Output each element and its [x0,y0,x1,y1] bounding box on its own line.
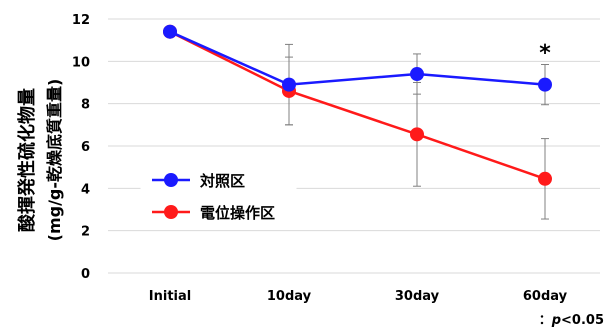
significance-marker: * [539,41,551,66]
y-tick-label: 4 [81,182,90,197]
data-point [282,77,296,92]
legend-label-electrode: 電位操作区 [200,204,275,222]
x-tick-label: 60day [523,289,568,304]
y-tick-label: 2 [81,225,90,240]
legend-marker-control [164,173,178,187]
x-axis-ticks: Initial 10day 30day 60day [149,289,568,304]
series-line [169,30,546,180]
data-point [538,171,552,186]
y-axis-ticks: 0 2 4 6 8 10 12 [72,13,90,282]
legend-entry-control: 対照区 [152,172,245,190]
y-tick-label: 8 [81,98,90,113]
series-line [169,30,546,86]
data-point [410,127,424,142]
series-lines [163,24,552,186]
y-tick-label: 0 [81,267,90,282]
annotations: * [539,41,551,66]
data-point [538,77,552,92]
legend: 対照区 電位操作区 [140,157,297,229]
y-axis-label-line2: (mg/g-乾燥底質重量) [45,79,64,242]
y-tick-label: 12 [72,13,90,28]
grid [108,18,600,274]
x-tick-label: 10day [267,289,312,304]
data-point [410,67,424,82]
x-tick-label: 30day [395,289,440,304]
y-axis-label-line1: 酸揮発性硫化物量 [16,88,38,232]
y-tick-label: 6 [81,140,90,155]
legend-marker-electrode [164,205,178,219]
y-tick-label: 10 [72,55,90,70]
legend-entry-electrode: 電位操作区 [152,204,275,222]
data-point [163,24,177,39]
x-tick-label: Initial [149,289,191,304]
footnote-prefix: ： [539,313,552,328]
footnote-rest: <0.05 [561,313,604,328]
significance-footnote: ：p<0.05 [539,313,604,328]
legend-label-control: 対照区 [199,172,245,190]
footnote-p: p [551,313,561,328]
